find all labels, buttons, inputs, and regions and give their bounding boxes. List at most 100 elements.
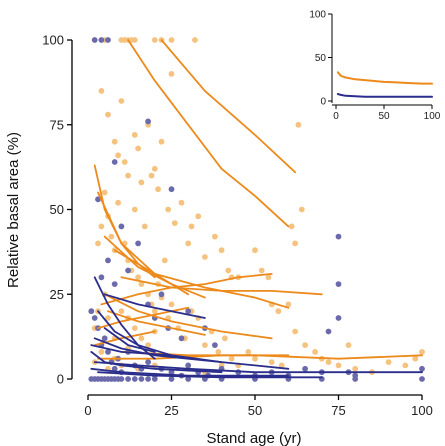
fitted-curve-1 (127, 39, 290, 228)
scatter-point-s0-33 (202, 254, 208, 260)
fitted-curve-2 (93, 164, 156, 279)
inset-axes: 0 50 100 0 50 100 (309, 10, 440, 123)
scatter-point-s1-28 (111, 365, 118, 372)
scatter-point-s0-11 (98, 88, 105, 94)
scatter-point-s0-86 (292, 328, 298, 335)
fitted-curve-0 (160, 39, 296, 174)
scatter-point-s0-22 (148, 172, 155, 179)
scatter-point-s0-104 (118, 308, 125, 315)
scatter-point-s1-15 (158, 291, 165, 298)
scatter-point-s0-84 (268, 359, 275, 365)
scatter-point-s0-31 (188, 223, 195, 230)
scatter-point-s0-102 (105, 315, 111, 321)
scatter-point-s1-55 (419, 365, 425, 372)
inset-chart: 0 50 100 0 50 100 (309, 10, 440, 123)
scatter-point-s0-18 (131, 132, 138, 138)
inset-x-tick-label-0: 0 (333, 111, 339, 122)
scatter-point-s0-44 (285, 301, 292, 308)
scatter-point-s0-106 (131, 325, 138, 331)
scatter-point-s0-19 (135, 145, 142, 152)
inset-lines (336, 71, 433, 98)
fitted-curve-5 (113, 249, 290, 309)
scatter-point-s0-12 (105, 111, 111, 118)
scatter-point-s0-47 (295, 121, 302, 128)
scatter-point-s1-6 (118, 223, 125, 230)
scatter-point-s1-1 (98, 37, 105, 43)
fitted-curve-19 (90, 351, 223, 374)
scatter-point-s0-48 (298, 206, 305, 213)
fitted-curve-15 (97, 310, 173, 357)
scatter-point-s0-55 (115, 199, 121, 206)
scatter-point-s1-12 (135, 240, 142, 247)
scatter-point-s0-53 (108, 233, 115, 240)
y-tick-label-1: 25 (50, 287, 64, 302)
scatter-point-s1-9 (105, 257, 111, 264)
main-axes: 0 25 50 75 100 0 25 50 75 100 (42, 33, 433, 419)
fitted-curve-20 (93, 361, 423, 374)
fitted-curve-18 (90, 344, 290, 370)
inset-y-tick-label-2: 100 (309, 10, 326, 21)
scatter-point-s0-108 (145, 342, 152, 348)
scatter-point-s0-15 (118, 98, 125, 104)
scatter-point-s1-4 (111, 159, 118, 165)
scatter-point-s1-22 (91, 315, 98, 321)
fitted-curve-10 (93, 330, 156, 346)
scatter-point-s0-26 (165, 206, 172, 213)
scatter-point-s0-61 (135, 274, 142, 281)
inset-series-line-1 (336, 93, 433, 98)
scatter-point-s0-16 (121, 159, 128, 165)
scatter-point-s0-41 (265, 274, 272, 281)
main-scatter-points (88, 37, 425, 382)
scatter-point-s0-90 (325, 359, 332, 365)
inset-y-tick-label-0: 0 (320, 97, 326, 108)
fitted-curve-9 (107, 310, 206, 336)
fitted-curve-6 (100, 273, 273, 306)
scatter-point-s0-76 (202, 342, 208, 348)
x-tick-label-4: 100 (411, 403, 433, 418)
inset-x-tick-label-1: 50 (378, 111, 390, 122)
scatter-point-s0-45 (288, 223, 295, 230)
scatter-point-s0-13 (111, 138, 118, 145)
scatter-point-s0-79 (222, 335, 228, 342)
scatter-point-s0-17 (125, 172, 131, 179)
scatter-point-s0-9 (168, 37, 175, 43)
scatter-point-s0-63 (141, 223, 148, 230)
x-tick-label-1: 25 (164, 403, 178, 418)
scatter-point-s1-7 (168, 186, 175, 193)
scatter-point-s0-20 (138, 179, 145, 186)
scatter-point-s0-46 (292, 240, 298, 247)
scatter-point-s1-52 (335, 233, 342, 240)
scatter-point-s0-49 (95, 240, 101, 247)
scatter-point-s1-17 (178, 335, 185, 342)
scatter-point-s1-8 (98, 274, 105, 281)
scatter-point-s1-34 (145, 359, 152, 365)
scatter-point-s0-87 (302, 342, 308, 348)
scatter-point-s1-3 (145, 118, 152, 125)
scatter-point-s0-107 (138, 335, 145, 342)
y-axis-label: Relative basal area (%) (5, 132, 22, 288)
scatter-point-s0-88 (312, 349, 318, 355)
y-tick-label-3: 75 (50, 117, 64, 132)
scatter-point-s1-67 (131, 376, 138, 382)
scatter-point-s0-14 (115, 152, 121, 159)
scatter-point-s0-98 (419, 349, 425, 355)
scatter-point-s1-49 (325, 328, 332, 335)
fitted-curve-4 (103, 235, 206, 299)
scatter-point-s0-66 (151, 308, 158, 315)
scatter-point-s0-71 (168, 301, 175, 308)
scatter-point-s1-78 (352, 376, 359, 382)
scatter-point-s1-71 (168, 376, 175, 382)
scatter-point-s1-26 (105, 349, 111, 355)
scatter-point-s0-111 (98, 349, 105, 355)
scatter-point-s1-79 (419, 376, 425, 382)
inset-y-tick-label-1: 50 (315, 53, 327, 64)
scatter-point-s1-47 (302, 365, 308, 372)
scatter-point-s0-60 (131, 206, 138, 213)
y-tick-label-0: 0 (57, 372, 64, 387)
x-tick-label-3: 75 (331, 403, 345, 418)
inset-series-line-0 (336, 71, 433, 85)
scatter-point-s0-24 (155, 186, 162, 193)
y-tick-label-4: 100 (42, 33, 64, 48)
scatter-point-s1-20 (212, 342, 218, 348)
